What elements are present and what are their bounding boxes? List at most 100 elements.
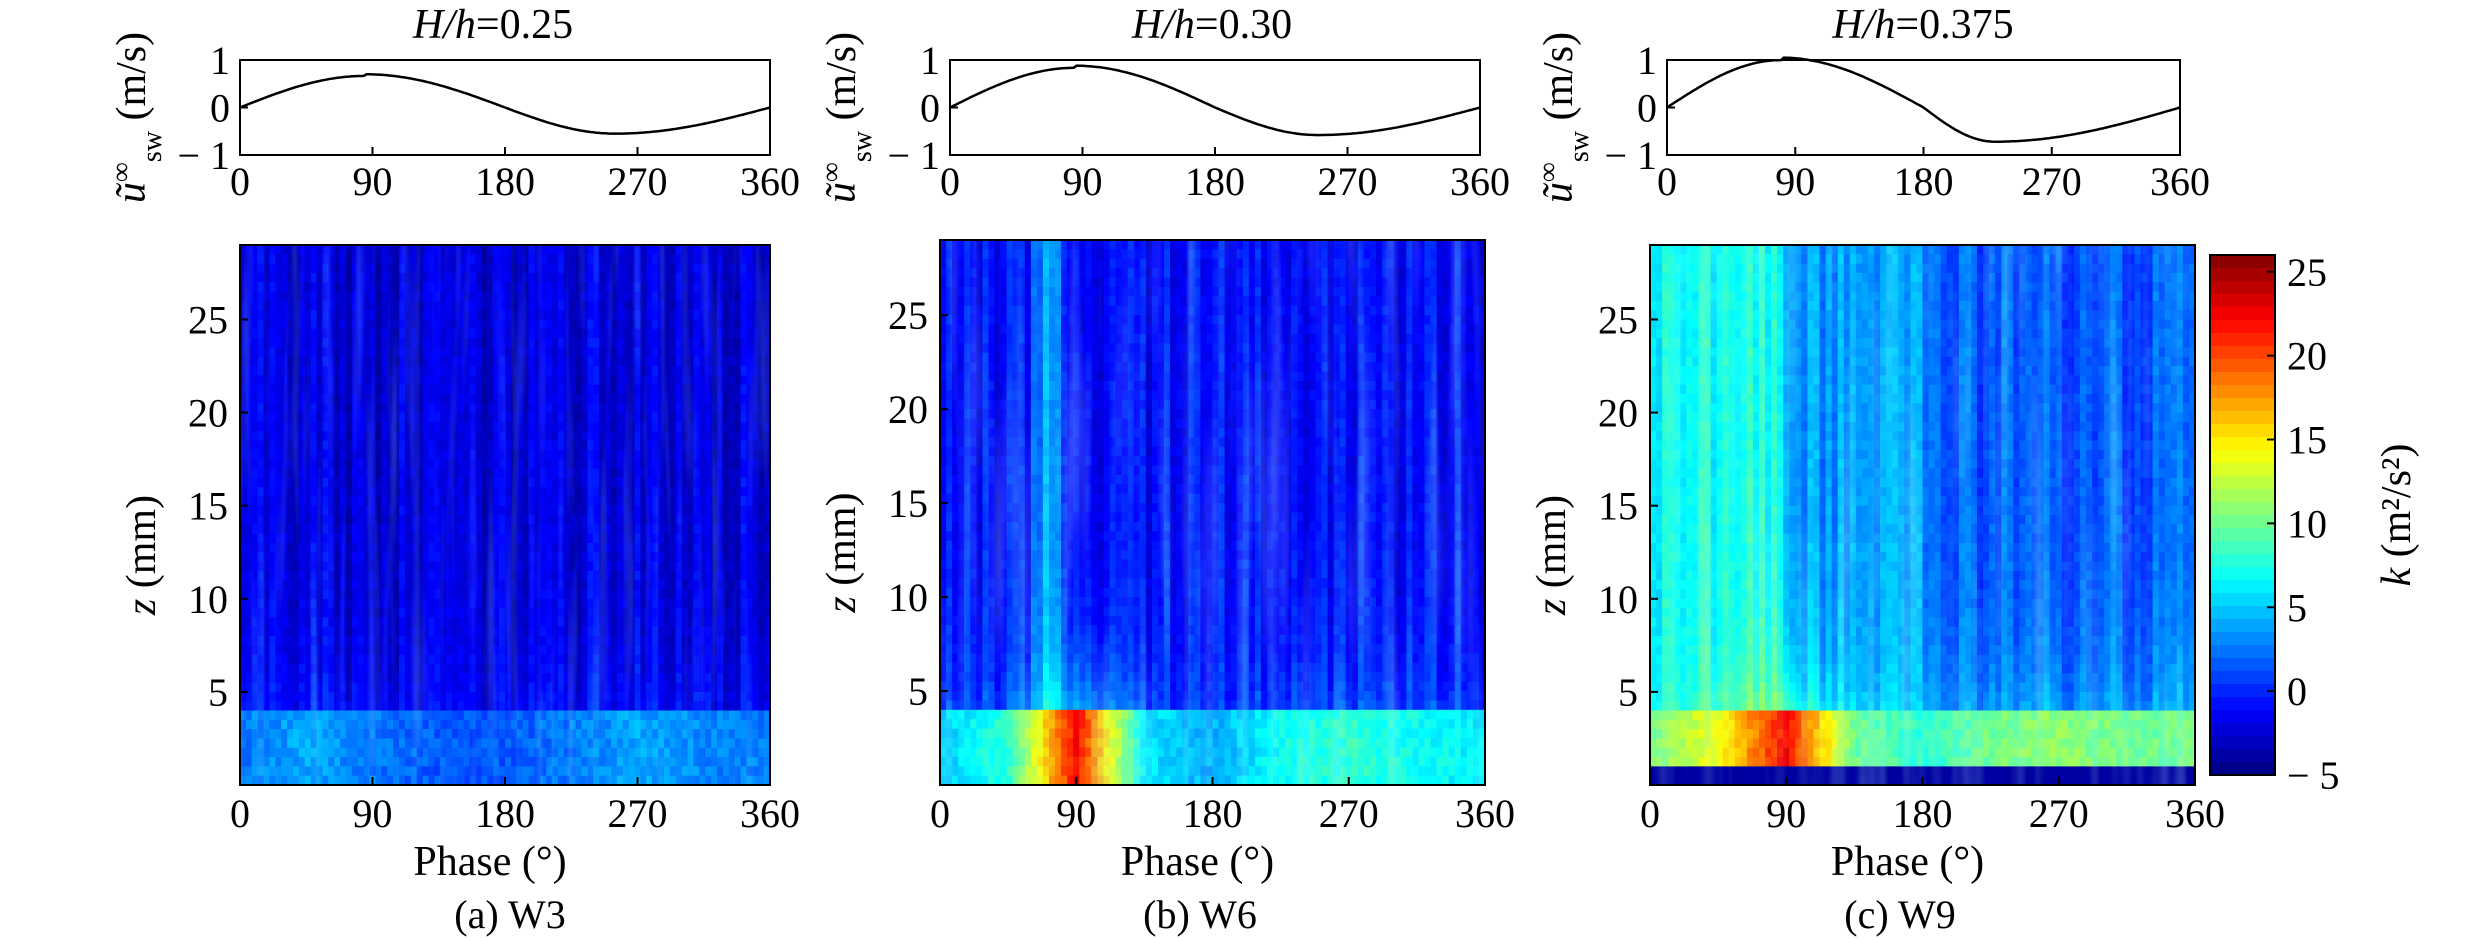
heatmap-cell bbox=[593, 328, 600, 339]
heatmap-cell bbox=[540, 384, 547, 395]
heatmap-cell bbox=[575, 272, 583, 283]
heatmap-cell bbox=[658, 421, 665, 432]
heatmap-cell bbox=[304, 496, 312, 507]
heatmap-cell bbox=[263, 496, 271, 507]
heatmap-cell bbox=[640, 412, 647, 423]
heatmap-cell bbox=[346, 747, 353, 758]
heatmap-cell bbox=[493, 310, 500, 321]
heatmap-cell bbox=[316, 598, 324, 609]
heatmap-cell bbox=[357, 347, 365, 358]
heatmap-cell bbox=[416, 403, 424, 414]
heatmap-cell bbox=[528, 338, 536, 349]
heatmap-cell bbox=[593, 673, 600, 684]
heatmap-cell bbox=[652, 300, 659, 311]
heatmap-cell bbox=[410, 515, 418, 525]
heatmap-cell bbox=[487, 729, 494, 740]
heatmap-cell bbox=[328, 431, 335, 442]
heatmap-cell bbox=[410, 440, 418, 451]
heatmap-cell bbox=[363, 319, 371, 330]
heatmap-cell bbox=[622, 738, 630, 749]
heatmap-cell bbox=[475, 245, 483, 255]
heatmap-cell bbox=[334, 636, 341, 646]
heatmap-cell bbox=[422, 347, 430, 358]
heatmap-cell bbox=[611, 524, 618, 535]
heatmap-cell bbox=[534, 319, 541, 330]
heatmap-cell bbox=[452, 505, 459, 516]
heatmap-cell bbox=[593, 626, 600, 637]
heatmap-cell bbox=[681, 654, 689, 665]
heatmap-cell bbox=[705, 477, 712, 488]
heatmap-cell bbox=[263, 319, 271, 330]
heatmap-cell bbox=[728, 291, 736, 302]
heatmap-cell bbox=[328, 496, 335, 507]
heatmap-cell bbox=[316, 449, 324, 460]
heatmap-cell bbox=[240, 542, 247, 553]
heatmap-cell bbox=[393, 589, 400, 600]
heatmap-cell bbox=[375, 626, 382, 637]
heatmap-cell bbox=[734, 598, 742, 609]
heatmap-cell bbox=[611, 766, 618, 777]
heatmap-cell bbox=[293, 608, 300, 619]
heatmap-cell bbox=[452, 757, 459, 767]
heatmap-cell bbox=[487, 654, 494, 665]
heatmap-cell bbox=[693, 561, 700, 572]
heatmap-cell bbox=[675, 356, 683, 367]
heatmap-cell bbox=[240, 524, 247, 535]
heatmap-cell bbox=[575, 533, 583, 544]
heatmap-cell bbox=[340, 552, 347, 563]
heatmap-cell bbox=[634, 524, 642, 535]
heatmap-cell bbox=[569, 645, 577, 656]
heatmap-cell bbox=[528, 254, 536, 265]
heatmap-cell bbox=[357, 542, 365, 553]
heatmap-cell bbox=[251, 328, 259, 339]
heatmap-cell bbox=[463, 673, 471, 684]
heatmap-cell bbox=[481, 663, 488, 674]
heatmap-cell bbox=[658, 254, 665, 265]
heatmap-cell bbox=[346, 570, 353, 581]
heatmap-cell bbox=[734, 291, 742, 302]
heatmap-cell bbox=[499, 487, 506, 497]
heatmap-cell bbox=[728, 757, 736, 767]
heatmap-cell bbox=[622, 654, 630, 665]
heatmap-cell bbox=[375, 570, 382, 581]
heatmap-cell bbox=[711, 300, 718, 311]
heatmap-cell bbox=[717, 533, 724, 544]
heatmap-cell bbox=[581, 356, 589, 367]
heatmap-cell bbox=[687, 710, 695, 721]
heatmap-cell bbox=[717, 431, 724, 442]
heatmap-cell bbox=[399, 598, 406, 609]
heatmap-cell bbox=[457, 282, 465, 293]
heatmap-cell bbox=[563, 515, 571, 525]
heatmap-cell bbox=[298, 729, 306, 740]
heatmap-cell bbox=[558, 710, 565, 721]
heatmap-cell bbox=[681, 598, 689, 609]
heatmap-cell bbox=[675, 366, 683, 376]
heatmap-cell bbox=[581, 366, 589, 376]
heatmap-cell bbox=[404, 729, 412, 740]
heatmap-cell bbox=[728, 617, 736, 628]
heatmap-cell bbox=[658, 691, 665, 702]
heatmap-cell bbox=[381, 701, 388, 712]
heatmap-cell bbox=[375, 328, 382, 339]
heatmap-cell bbox=[304, 524, 312, 535]
heatmap-cell bbox=[563, 487, 571, 497]
heatmap-cell bbox=[340, 738, 347, 749]
heatmap-cell bbox=[298, 449, 306, 460]
heatmap-cell bbox=[357, 412, 365, 423]
heatmap-cell bbox=[399, 375, 406, 386]
heatmap-cell bbox=[605, 710, 612, 721]
heatmap-cell bbox=[563, 710, 571, 721]
heatmap-cell bbox=[304, 775, 312, 786]
heatmap-cell bbox=[575, 393, 583, 404]
heatmap-cell bbox=[528, 757, 536, 767]
heatmap-cell bbox=[263, 663, 271, 674]
heatmap-cell bbox=[357, 393, 365, 404]
heatmap-cell bbox=[340, 319, 347, 330]
heatmap-cell bbox=[593, 310, 600, 321]
heatmap-cell bbox=[599, 738, 606, 749]
heatmap-cell bbox=[611, 738, 618, 749]
heatmap-cell bbox=[334, 729, 341, 740]
heatmap-cell bbox=[652, 375, 659, 386]
heatmap-cell bbox=[446, 412, 453, 423]
heatmap-cell bbox=[705, 431, 712, 442]
